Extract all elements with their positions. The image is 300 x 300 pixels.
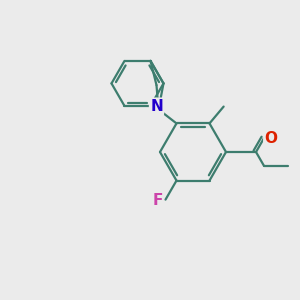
- Text: N: N: [150, 99, 163, 114]
- Text: F: F: [152, 193, 163, 208]
- Text: N: N: [150, 99, 163, 114]
- Text: O: O: [265, 130, 278, 146]
- Text: F: F: [152, 193, 163, 208]
- Text: O: O: [265, 130, 278, 146]
